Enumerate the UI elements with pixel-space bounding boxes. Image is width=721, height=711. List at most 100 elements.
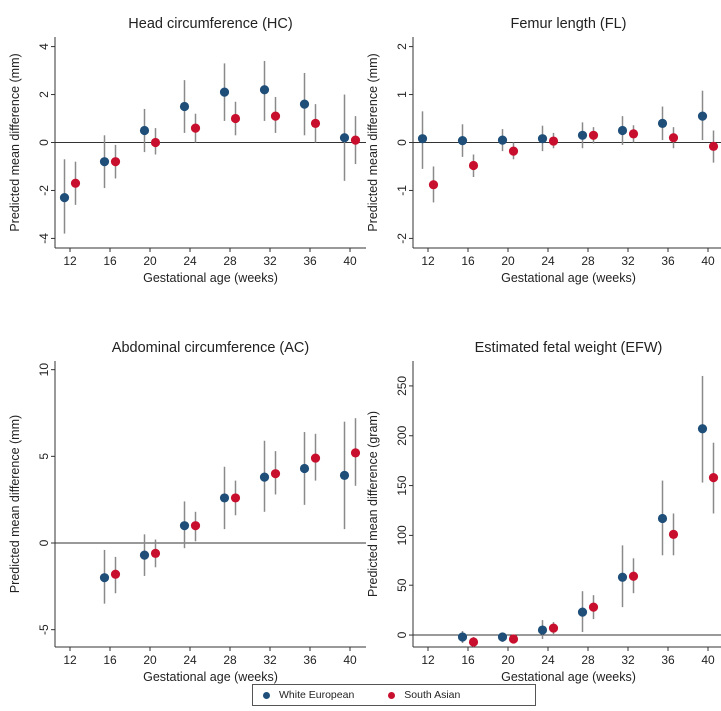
x-tick-label: 32 (621, 254, 635, 268)
data-point (457, 135, 468, 146)
x-tick-label: 12 (63, 653, 77, 667)
data-point (497, 632, 508, 642)
x-tick-label: 32 (621, 653, 635, 667)
data-point (548, 136, 559, 146)
data-point (99, 573, 110, 583)
y-tick-label: 1 (395, 91, 409, 98)
series-white-european (59, 60, 350, 234)
y-tick-label: -1 (395, 185, 409, 196)
x-tick-label: 16 (461, 254, 475, 268)
x-tick-label: 36 (661, 653, 675, 667)
data-point (350, 448, 361, 458)
x-tick-label: 12 (63, 254, 77, 268)
x-tick-label: 40 (701, 653, 715, 667)
data-point (339, 470, 350, 480)
y-tick-label: -5 (37, 624, 51, 635)
series-white-european (417, 90, 708, 169)
data-point (179, 101, 190, 112)
y-axis-label: Predicted mean difference (mm) (8, 53, 22, 231)
data-point (617, 125, 628, 136)
data-point (270, 111, 281, 121)
x-tick-label: 20 (501, 653, 515, 667)
x-tick-label: 36 (303, 254, 317, 268)
data-point (577, 607, 588, 617)
legend-item-south-asian: South Asian (388, 689, 460, 701)
y-tick-label: 150 (395, 475, 409, 495)
legend-label-south-asian: South Asian (404, 689, 461, 701)
data-point (668, 529, 679, 539)
data-point (230, 493, 241, 503)
series-white-european (99, 421, 350, 604)
y-axis-label: Predicted mean difference (mm) (366, 53, 380, 231)
x-tick-label: 40 (343, 653, 357, 667)
y-tick-label: 50 (395, 578, 409, 592)
y-axis-label: Predicted mean difference (mm) (8, 415, 22, 593)
x-tick-label: 28 (581, 653, 595, 667)
x-tick-label: 12 (421, 653, 435, 667)
data-point (708, 141, 719, 151)
data-point (299, 99, 310, 109)
series-south-asian (110, 418, 361, 594)
data-point (508, 146, 519, 156)
y-tick-label: -4 (37, 233, 51, 244)
x-tick-label: 24 (541, 653, 555, 667)
data-point (697, 111, 708, 121)
data-point (508, 634, 519, 644)
data-point (99, 157, 110, 167)
data-point (270, 469, 281, 479)
data-point (190, 123, 201, 133)
panel-3: Abdominal circumference (AC) -5 0 5 10 12 16 20… (8, 340, 366, 684)
data-point (617, 572, 628, 582)
data-point (657, 513, 668, 524)
data-point (588, 602, 599, 612)
x-axis-label: Gestational age (weeks) (501, 271, 636, 285)
data-point (139, 125, 150, 136)
data-point (468, 637, 479, 647)
data-point (468, 160, 479, 171)
series-south-asian (70, 96, 361, 205)
data-point (299, 463, 310, 474)
data-point (457, 632, 468, 642)
data-point (497, 135, 508, 145)
data-point (310, 453, 321, 463)
x-tick-label: 28 (223, 653, 237, 667)
data-point (708, 472, 719, 483)
data-point (350, 135, 361, 145)
x-tick-label: 16 (103, 653, 117, 667)
x-axis-label: Gestational age (weeks) (501, 670, 636, 684)
data-point (110, 157, 121, 167)
legend-item-white-european: White European (263, 689, 354, 701)
panel-title: Estimated fetal weight (EFW) (475, 340, 663, 356)
y-tick-label: -2 (37, 185, 51, 196)
legend-marker-south-asian (388, 691, 396, 699)
x-tick-label: 28 (223, 254, 237, 268)
data-point (628, 129, 639, 139)
data-point (548, 623, 559, 633)
x-tick-label: 16 (103, 254, 117, 268)
data-point (70, 178, 81, 188)
y-tick-label: 250 (395, 376, 409, 396)
x-tick-label: 24 (183, 254, 197, 268)
x-tick-label: 20 (143, 653, 157, 667)
data-point (657, 118, 668, 128)
data-point (537, 134, 548, 144)
data-point (150, 548, 161, 559)
data-point (668, 133, 679, 143)
data-point (577, 130, 588, 140)
x-tick-label: 28 (581, 254, 595, 268)
data-point (219, 87, 230, 97)
data-point (190, 521, 201, 531)
legend-marker-white-european (263, 691, 270, 699)
y-tick-label: -2 (395, 233, 409, 244)
x-tick-label: 24 (183, 653, 197, 667)
panel-title: Femur length (FL) (510, 16, 626, 32)
y-tick-label: 0 (395, 631, 409, 638)
x-tick-label: 32 (263, 254, 277, 268)
y-tick-label: 200 (395, 425, 409, 445)
data-point (428, 180, 439, 190)
x-tick-label: 20 (143, 254, 157, 268)
panel-4: Estimated fetal weight (EFW) 0 50 100 150 200… (366, 340, 721, 684)
y-tick-label: 4 (37, 43, 51, 50)
